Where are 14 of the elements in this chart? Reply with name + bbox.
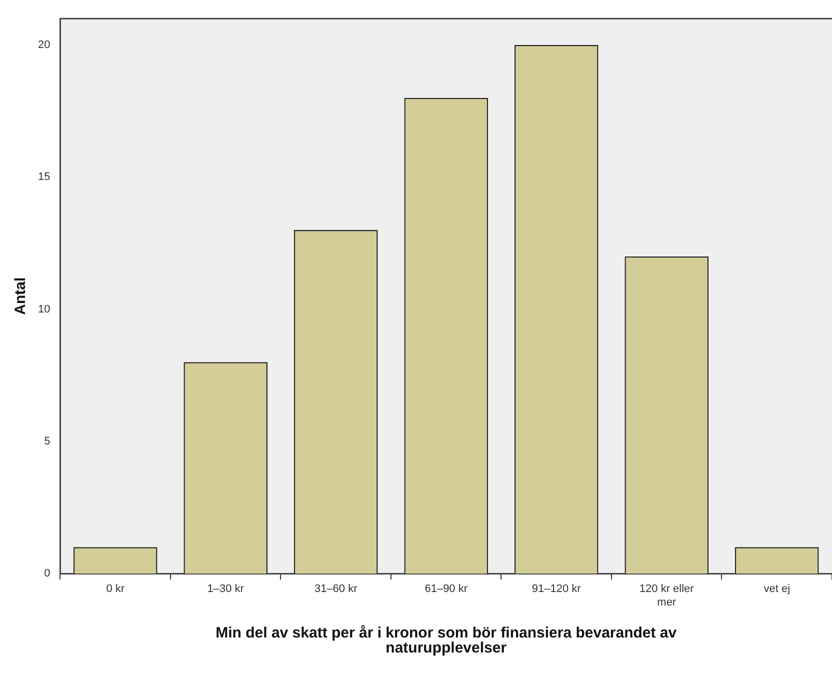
y-tick-label: 20 [38, 39, 50, 52]
x-tick-label: 120 kr eller mer [639, 583, 694, 608]
y-tick-label: 5 [44, 435, 50, 448]
y-tick-label: 0 [44, 568, 50, 580]
x-tick-label: 91–120 kr [532, 583, 582, 596]
x-axis-title: Min del av skatt per år i kronor som bör finansiera bevarandet av naturupplevelser [216, 624, 678, 657]
x-tick-label: 61–90 kr [424, 583, 468, 596]
x-tick-label: 31–60 kr [314, 583, 358, 596]
y-tick-label: 15 [38, 171, 50, 184]
x-tick-label: 1–30 kr [207, 583, 244, 596]
y-tick-label: 10 [38, 303, 50, 316]
x-tick-label: 0 kr [106, 583, 125, 596]
y-axis-title: Antal [12, 277, 30, 315]
x-tick-label: vet ej [764, 583, 790, 596]
